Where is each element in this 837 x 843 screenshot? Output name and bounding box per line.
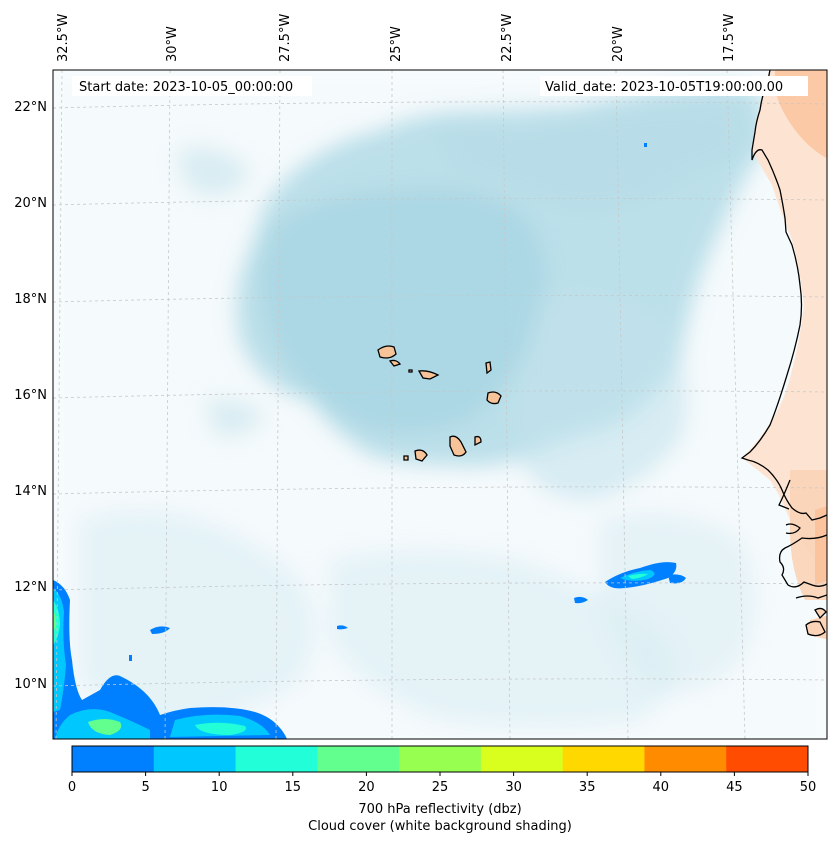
colorbar: 0 5 10 15 20 25 30 35 40 45 50 700 hPa reflectivit… (68, 745, 816, 834)
reflectivity-shading (53, 143, 686, 739)
colorbar-tick-label-10: 10 (211, 780, 228, 795)
latitude-labels: 22°N 20°N 18°N 16°N 14°N 12°N 10°N (14, 100, 47, 692)
longitude-labels: 32.5°W 30°W 27.5°W 25°W 22.5°W 20°W 17.5… (56, 14, 737, 62)
lon-label-22-5w: 22.5°W (500, 14, 515, 62)
lon-label-32-5w: 32.5°W (56, 14, 71, 62)
coastline (740, 70, 827, 637)
map-frame (52, 69, 828, 740)
colorbar-ticks: 0 5 10 15 20 25 30 35 40 45 50 (68, 772, 816, 795)
lat-label-14n: 14°N (14, 484, 47, 499)
start-date-label: Start date: 2023-10-05_00:00:00 (79, 80, 293, 95)
valid-date-box: Valid_date: 2023-10-05T19:00:00.00 (540, 76, 808, 96)
valid-date-label: Valid_date: 2023-10-05T19:00:00.00 (545, 80, 783, 95)
lon-label-25w: 25°W (389, 26, 404, 62)
colorbar-segment-7 (644, 746, 727, 772)
lat-label-22n: 22°N (14, 100, 47, 115)
cape-verde-islands (377, 345, 502, 462)
colorbar-tick-label-15: 15 (285, 780, 302, 795)
lon-label-17-5w: 17.5°W (722, 14, 737, 62)
colorbar-segment-2 (235, 746, 318, 772)
gridlines (53, 70, 827, 739)
lon-label-20w: 20°W (611, 26, 626, 62)
lat-label-12n: 12°N (14, 580, 47, 595)
map-content (53, 70, 827, 739)
colorbar-tick-label-30: 30 (505, 780, 522, 795)
lon-label-27-5w: 27.5°W (278, 14, 293, 62)
lon-label-30w: 30°W (165, 26, 180, 62)
colorbar-segment-5 (480, 746, 564, 772)
colorbar-label-line1: 700 hPa reflectivity (dbz) (358, 802, 521, 817)
colorbar-label-line2: Cloud cover (white background shading) (308, 819, 572, 834)
lat-label-10n: 10°N (14, 677, 47, 692)
lat-label-20n: 20°N (14, 196, 47, 211)
colorbar-segment-6 (562, 746, 645, 772)
colorbar-segment-1 (153, 746, 237, 772)
colorbar-segments (72, 746, 809, 772)
colorbar-tick-label-20: 20 (358, 780, 375, 795)
colorbar-segment-4 (399, 746, 482, 772)
cloud-cover-main (80, 85, 770, 730)
colorbar-tick-label-45: 45 (726, 780, 743, 795)
colorbar-tick-label-35: 35 (579, 780, 596, 795)
colorbar-tick-label-40: 40 (653, 780, 670, 795)
colorbar-tick-label-0: 0 (68, 780, 76, 795)
colorbar-segment-0 (72, 746, 155, 772)
colorbar-segment-8 (726, 746, 809, 772)
lat-label-18n: 18°N (14, 292, 47, 307)
colorbar-tick-label-5: 5 (141, 780, 149, 795)
colorbar-tick-label-50: 50 (800, 780, 817, 795)
colorbar-segment-3 (317, 746, 400, 772)
lat-label-16n: 16°N (14, 388, 47, 403)
colorbar-tick-label-25: 25 (432, 780, 449, 795)
start-date-box: Start date: 2023-10-05_00:00:00 (72, 76, 312, 96)
